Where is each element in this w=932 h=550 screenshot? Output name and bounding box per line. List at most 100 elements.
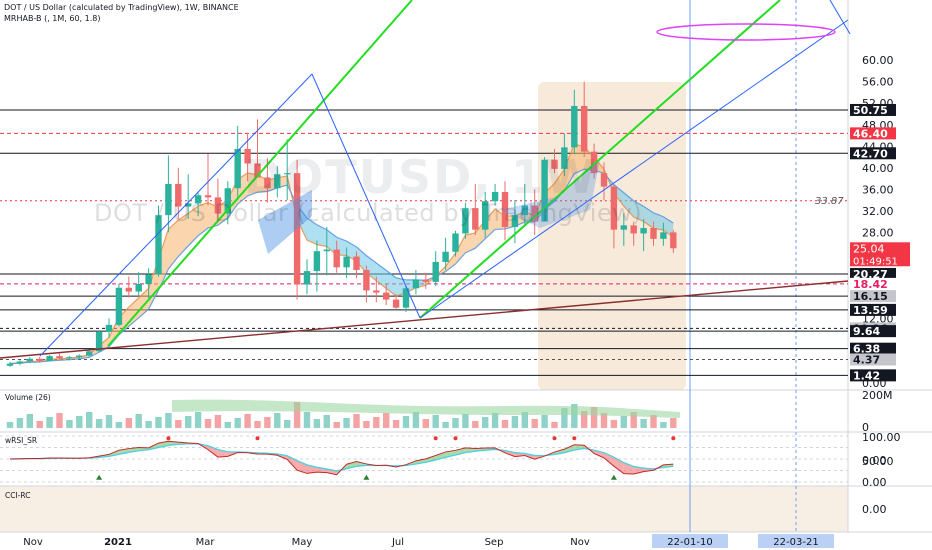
candle-body	[383, 292, 390, 300]
volume-bar	[264, 417, 271, 428]
candle-body	[373, 290, 380, 293]
volume-bar	[571, 404, 578, 428]
ma-band-segment	[653, 212, 664, 230]
price-label-box	[850, 325, 896, 338]
volume-bar	[125, 418, 132, 428]
volume-bar	[501, 420, 509, 428]
volume-bar	[95, 419, 103, 428]
candle-body	[670, 232, 677, 249]
last-price: 25.04	[853, 242, 885, 255]
ma-band-segment	[445, 253, 456, 272]
ma-band-segment	[633, 200, 644, 222]
chart-title[interactable]: DOT / US Dollar (calculated by TradingVi…	[4, 3, 239, 12]
candle-body	[36, 358, 43, 361]
osc-signal-triangle	[363, 474, 370, 480]
volume-bar	[46, 417, 53, 428]
volume-bar	[412, 412, 420, 428]
osc-fill	[435, 451, 446, 460]
volume-bar	[145, 421, 152, 428]
volume-bar	[600, 413, 608, 428]
candle-body	[640, 228, 647, 234]
volume-tick: 0	[862, 421, 869, 434]
volume-bar	[86, 412, 93, 428]
candle-body	[46, 356, 53, 361]
candle-body	[353, 256, 360, 271]
candle-body	[482, 201, 489, 230]
osc-main-line	[9, 440, 674, 476]
candle-body	[551, 159, 558, 169]
volume-bar	[442, 422, 449, 428]
price-tick: 28.00	[862, 226, 894, 239]
volume-bar	[175, 420, 182, 428]
candle-body	[175, 183, 182, 207]
volume-bar	[373, 417, 380, 428]
date-box-label: 22-03-21	[773, 537, 818, 548]
price-label: 16.15	[853, 290, 888, 303]
candle-body	[571, 105, 578, 148]
volume-bar	[452, 418, 459, 428]
description-watermark: DOT / US Dollar (calculated by TradingVi…	[94, 199, 643, 227]
cci-pane-bg	[0, 486, 848, 532]
candle-body	[561, 147, 568, 169]
volume-bar	[36, 421, 43, 428]
osc-signal-dot	[255, 436, 260, 441]
candle-body	[313, 251, 321, 272]
candle-body	[442, 251, 449, 262]
cci-tick: 0.00	[862, 503, 887, 516]
candle-body	[284, 173, 291, 175]
price-label: 18.42	[853, 278, 888, 291]
candle-body	[531, 205, 538, 222]
price-tick: 36.00	[862, 183, 894, 196]
price-label-box	[850, 353, 896, 366]
volume-bar	[165, 413, 172, 428]
candle-body	[254, 163, 261, 178]
candle-body	[363, 270, 370, 291]
symbol-watermark: DOTUSD, 1W	[244, 150, 598, 204]
volume-bar	[303, 412, 311, 428]
osc-fill	[623, 462, 634, 475]
volume-pane-title[interactable]: Volume (26)	[5, 393, 51, 402]
osc-signal-triangle	[96, 474, 103, 480]
candle-body	[26, 358, 33, 362]
volume-bar	[353, 414, 360, 428]
candle-body	[620, 225, 627, 230]
candle-body	[462, 208, 469, 234]
time-axis: Nov 2021 Mar May Jul Sep Nov 22-01-10 22-03-21	[23, 534, 834, 548]
time-label: Nov	[23, 537, 43, 548]
time-label: May	[292, 537, 313, 548]
cci-pane-title[interactable]: CCI-RC	[5, 491, 31, 500]
ma-band-segment	[307, 218, 317, 245]
price-label-box	[850, 277, 896, 290]
volume-bar	[333, 422, 340, 428]
support-trendline	[0, 280, 849, 359]
osc-signal-dot	[453, 436, 458, 441]
candle-body	[630, 225, 637, 234]
candle-body	[16, 361, 24, 364]
candle-body	[264, 177, 271, 189]
candle-body	[581, 105, 588, 152]
price-label: 4.37	[853, 353, 880, 366]
date-box	[758, 534, 834, 548]
indicator-legend[interactable]: MRHAB-B (, 1M, 60, 1.8)	[4, 14, 101, 23]
volume-bar	[511, 416, 519, 428]
date-box	[652, 534, 728, 548]
osc-fill	[613, 457, 624, 474]
price-label-box	[850, 369, 896, 382]
candle-body	[194, 195, 202, 204]
osc-fill	[445, 450, 456, 458]
volume-bar	[26, 414, 33, 428]
volume-bar	[16, 418, 24, 428]
level-note: 33.87	[815, 196, 844, 207]
time-label: Sep	[485, 537, 504, 548]
candle-body	[650, 228, 657, 239]
time-label: Nov	[570, 537, 590, 548]
volume-bar	[105, 415, 113, 428]
candle-body	[105, 324, 113, 332]
volume-bar	[115, 422, 123, 428]
candle-body	[234, 148, 241, 189]
wrsi-pane-title[interactable]: wRSI_SR	[5, 436, 38, 445]
ma-band-segment	[168, 220, 179, 270]
volume-bar	[274, 413, 281, 428]
osc-signal-dot	[572, 436, 577, 441]
